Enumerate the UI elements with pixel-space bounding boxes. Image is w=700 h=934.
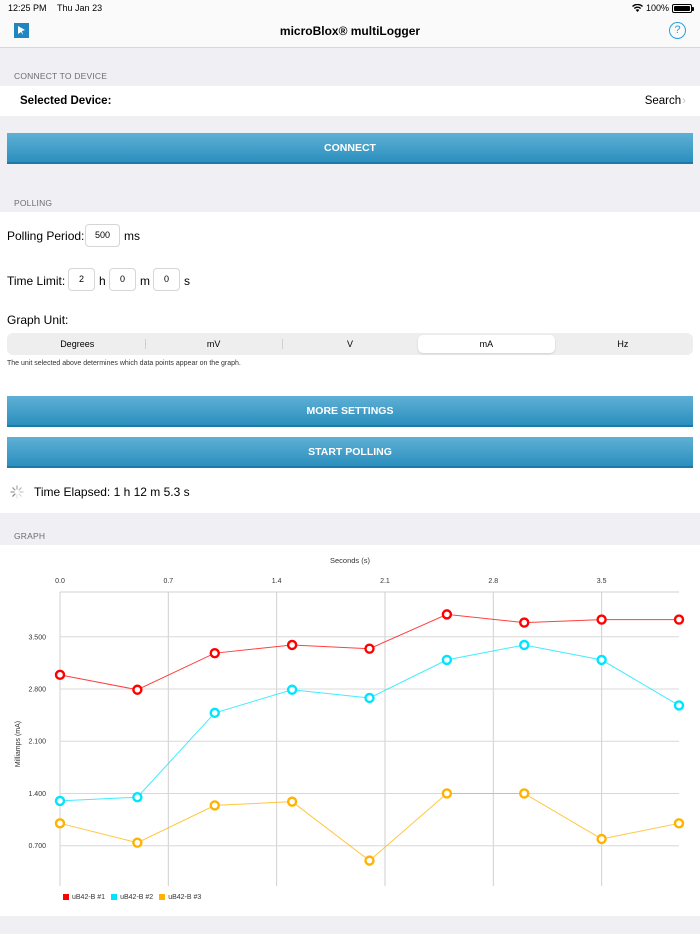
activity-spinner-icon [10,485,24,499]
app-title: microBlox® multiLogger [279,24,421,38]
data-point [209,707,220,719]
data-point [673,818,685,829]
graph-unit-label: Graph Unit: [7,313,69,327]
x-tick-label: 3.5 [597,578,607,585]
data-point [364,855,375,866]
data-point [209,800,220,811]
x-tick-label: 2.8 [488,578,498,585]
connect-button[interactable]: CONNECT [7,133,693,164]
status-time: 12:25 PM [8,3,47,13]
unit-option-ma[interactable]: mA [418,335,555,353]
y-tick-label: 1.400 [28,791,46,798]
data-point [209,647,220,659]
time-limit-minutes-input[interactable]: 0 [109,268,136,291]
graph-panel: Seconds (s) 0.0 0.7 1.4 2.1 2.8 3.5 3.500 2.800 2… [0,545,700,916]
data-point [441,654,453,666]
minutes-unit: m [140,274,150,288]
y-tick-label: 2.100 [28,739,46,746]
graph-unit-segmented-control: Degrees mV V mA Hz [7,333,693,355]
data-point [441,609,453,620]
x-tick-label: 1.4 [272,578,282,585]
polling-period-label: Polling Period: [7,229,85,243]
battery-percent: 100% [645,3,669,13]
graph-section-header: GRAPH [14,531,46,541]
data-point [364,692,375,704]
x-axis-title: Seconds (s) [330,556,371,565]
series-line-3 [59,792,680,862]
data-point [441,788,453,799]
y-tick-label: 2.800 [28,687,46,694]
wifi-icon [631,4,643,12]
selected-device-row[interactable]: Selected Device: Search› [0,86,700,116]
line-chart: Seconds (s) 0.0 0.7 1.4 2.1 2.8 3.5 3.500 2.800 2… [15,556,685,886]
hours-unit: h [99,274,106,288]
battery-icon [672,3,694,13]
polling-section-header: POLLING [14,198,53,208]
chevron-right-icon: › [682,95,686,107]
time-limit-hours-input[interactable]: 2 [68,268,95,291]
unit-option-v[interactable]: V [281,335,418,353]
help-icon[interactable]: ? [669,22,686,39]
legend-swatch-2 [111,894,118,900]
data-point [132,792,143,803]
unit-option-hz[interactable]: Hz [617,339,629,349]
connect-section-header: CONNECT TO DEVICE [14,71,108,81]
y-axis-title: Milliamps (mA) [15,721,22,767]
data-point [132,684,143,695]
unit-hint-text: The unit selected above determines which… [7,360,241,367]
time-limit-label: Time Limit: [7,274,66,288]
app-logo-icon[interactable] [14,23,29,38]
data-point [596,833,607,845]
legend-swatch-1 [63,894,69,900]
search-label: Search [644,95,682,107]
legend-item-3: uB42-B #3 [159,894,201,901]
y-tick-label: 3.500 [28,634,46,641]
seconds-unit: s [184,274,190,288]
x-tick-label: 2.1 [380,578,390,585]
data-point [519,639,530,651]
start-polling-button[interactable]: START POLLING [7,437,693,468]
data-point [132,837,143,848]
data-point [286,684,298,695]
status-date: Thu Jan 23 [57,3,103,13]
status-bar: 12:25 PM Thu Jan 23 100% [0,0,700,16]
data-point [286,639,298,651]
legend-swatch-3 [159,894,166,900]
data-point [54,818,66,829]
polling-period-unit: ms [124,229,140,243]
data-point [54,795,66,807]
chart-legend: uB42-B #1 uB42-B #2 uB42-B #3 [63,894,201,901]
y-tick-label: 0.700 [28,843,46,850]
legend-item-2: uB42-B #2 [111,894,153,901]
data-point [364,643,375,654]
data-point [673,700,685,711]
polling-period-input[interactable]: 500 [85,224,120,247]
data-point [286,796,298,807]
unit-option-degrees[interactable]: Degrees [60,339,95,349]
time-limit-seconds-input[interactable]: 0 [153,268,180,291]
selected-device-label: Selected Device: [20,95,112,107]
time-elapsed-text: Time Elapsed: 1 h 12 m 5.3 s [34,485,190,499]
x-tick-label: 0.7 [163,578,173,585]
data-point [596,614,607,625]
more-settings-button[interactable]: MORE SETTINGS [7,396,693,427]
nav-bar: microBlox® multiLogger ? [0,16,700,48]
data-point [519,617,530,628]
data-point [673,614,685,625]
data-point [519,788,530,799]
polling-panel: Polling Period: 500 ms Time Limit: 2 h 0… [0,212,700,513]
x-tick-label: 0.0 [55,578,65,585]
series-line-2 [59,644,680,802]
legend-item-1: uB42-B #1 [63,894,105,901]
search-device-link[interactable]: Search› [645,95,686,107]
unit-option-mv[interactable]: mV [145,335,281,353]
data-point [596,654,607,666]
data-point [54,669,66,681]
